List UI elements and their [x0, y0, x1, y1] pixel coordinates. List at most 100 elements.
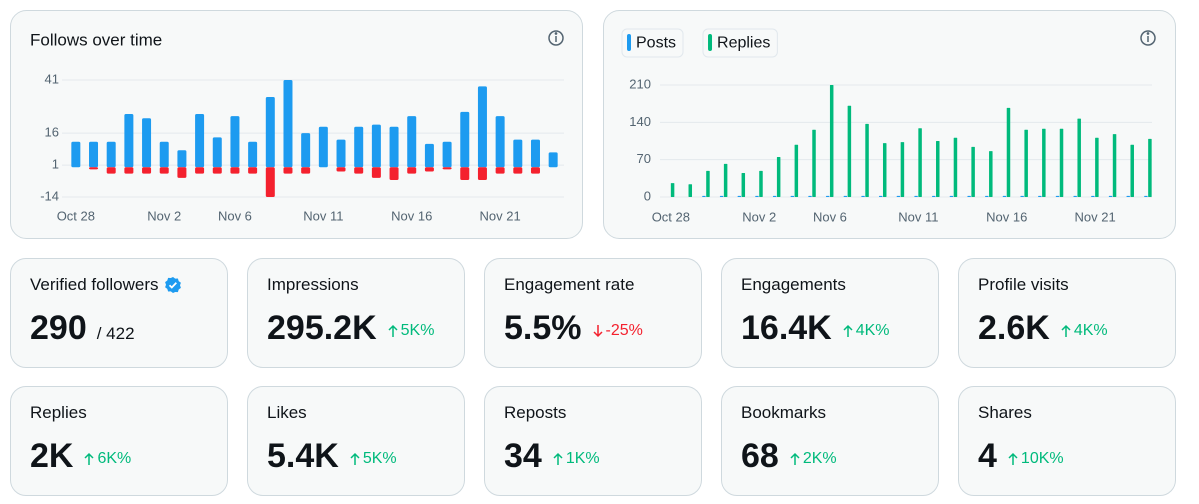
metric-change: 6K% — [83, 450, 131, 468]
metric-secondary: / 422 — [96, 324, 135, 343]
bar — [737, 195, 742, 197]
legend-chip[interactable] — [702, 28, 778, 58]
metric-label-text: Shares — [978, 403, 1032, 422]
metric-card: Impressions 295.2K 5K% — [247, 258, 465, 368]
metric-label: Engagement rate — [504, 275, 634, 295]
bar — [530, 167, 540, 174]
metric-label: Reposts — [504, 403, 566, 423]
metric-label-text: Reposts — [504, 403, 567, 422]
bar — [89, 141, 99, 168]
bar — [878, 195, 883, 197]
metric-label: Bookmarks — [741, 403, 826, 423]
bar — [195, 114, 205, 168]
metric-label-text: Profile visits — [978, 275, 1069, 294]
bar — [389, 126, 399, 168]
bar — [71, 141, 81, 168]
bar — [442, 141, 452, 168]
metric-value-row: 2.6K 4K% — [978, 309, 1108, 348]
metric-label: Profile visits — [978, 275, 1069, 295]
bar — [1006, 107, 1011, 197]
legend-chip[interactable] — [621, 28, 684, 58]
metric-value-row: 5.4K 5K% — [267, 437, 397, 476]
bar — [142, 167, 152, 174]
change-arrow — [1061, 324, 1071, 337]
metric-label: Shares — [978, 403, 1032, 423]
bar — [1020, 195, 1024, 197]
verified-badge — [164, 277, 181, 293]
bar — [424, 143, 434, 168]
metric-label: Replies — [30, 403, 87, 423]
metric-value-row: 5.5% -25% — [504, 309, 643, 348]
metric-card: Verified followers 290 / 422 — [10, 258, 228, 368]
bar — [1091, 195, 1095, 197]
bar — [949, 195, 954, 197]
charts-area: 41 16 1 -14 Oct 28 Nov 2 Nov 6 Nov 11 Nov 16 Nov … — [10, 10, 1176, 239]
bar — [900, 142, 905, 197]
metric-label: Engagements — [741, 275, 846, 295]
bar — [989, 151, 993, 197]
bar — [230, 167, 240, 174]
bar — [812, 129, 816, 197]
x-tick-label: Nov 6 — [813, 209, 847, 224]
metric-change-text: 1K% — [565, 450, 600, 467]
y-tick-label: 16 — [45, 125, 59, 140]
metric-value-row: 68 2K% — [741, 437, 837, 476]
info-icon[interactable] — [1140, 30, 1156, 46]
bar — [932, 195, 936, 197]
bar — [688, 184, 693, 197]
metric-change: 4K% — [842, 322, 890, 340]
bar — [794, 144, 799, 197]
bar — [741, 173, 746, 197]
metric-label-text: Likes — [267, 403, 307, 422]
bar — [1148, 138, 1152, 197]
bar — [530, 139, 540, 168]
bar — [1073, 195, 1077, 197]
bar — [513, 139, 523, 168]
bar — [159, 167, 169, 174]
bar — [865, 123, 869, 197]
info-icon[interactable] — [548, 30, 564, 46]
metric-card: Shares 4 10K% — [958, 386, 1176, 496]
bar — [142, 118, 152, 168]
metric-value: 68 — [741, 437, 779, 475]
bar — [1144, 195, 1148, 197]
bar — [847, 105, 852, 197]
bar — [967, 195, 971, 197]
bar — [124, 114, 134, 168]
bar — [1002, 195, 1007, 197]
bar — [936, 141, 940, 197]
metric-value: 34 — [504, 437, 542, 475]
metric-change-text: 5K% — [400, 322, 435, 339]
y-tick-label: 41 — [45, 71, 59, 86]
metric-change-text: 4K% — [1073, 322, 1108, 339]
y-tick-label: -14 — [40, 188, 59, 203]
bar — [495, 116, 505, 168]
bar — [1108, 195, 1113, 197]
bar — [843, 195, 848, 197]
bar — [953, 137, 958, 197]
bar — [477, 167, 487, 180]
bar — [389, 167, 399, 180]
metric-card: Replies 2K 6K% — [10, 386, 228, 496]
legend-label: Replies — [717, 35, 770, 52]
metric-change: 2K% — [789, 450, 837, 468]
bar — [460, 167, 470, 180]
metric-value: 16.4K — [741, 309, 832, 347]
bar — [265, 97, 275, 168]
bar — [354, 167, 364, 174]
change-arrow — [388, 324, 398, 337]
change-arrow — [592, 325, 603, 338]
metric-change-text: 2K% — [802, 450, 837, 467]
metric-card: Engagement rate 5.5% -25% — [484, 258, 702, 368]
bar — [371, 124, 381, 168]
bar — [776, 157, 781, 197]
bar — [1130, 144, 1134, 197]
bar — [719, 195, 724, 197]
bar — [914, 195, 918, 197]
metric-change: -25% — [592, 322, 643, 340]
bar — [177, 167, 187, 178]
y-tick-label: 210 — [629, 76, 651, 91]
metric-card: Engagements 16.4K 4K% — [721, 258, 939, 368]
metric-change-text: 10K% — [1020, 450, 1064, 467]
